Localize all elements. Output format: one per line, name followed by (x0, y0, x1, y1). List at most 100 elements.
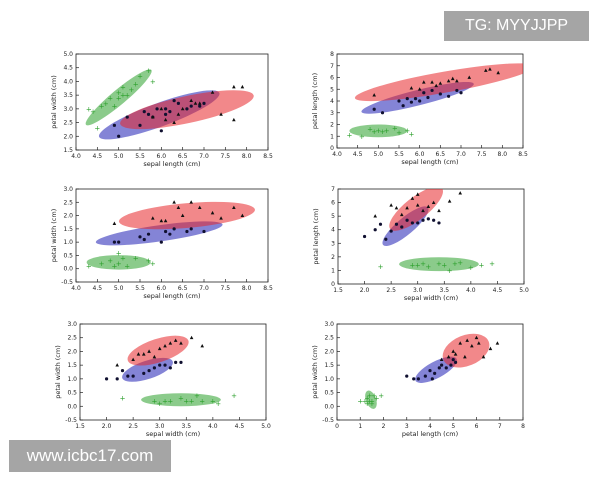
virginica-point (112, 221, 117, 225)
y-tick-label: 3.0 (67, 321, 77, 328)
x-tick-label: 7.0 (199, 153, 209, 160)
versicolor-point (455, 88, 459, 93)
versicolor-point (158, 363, 162, 367)
setosa-point: + (107, 94, 113, 102)
versicolor-point (176, 101, 180, 105)
x-tick-label: 4.0 (466, 287, 476, 294)
versicolor-point (428, 369, 432, 373)
versicolor-point (179, 360, 183, 364)
versicolor-point (146, 112, 151, 116)
versicolor-point (405, 218, 409, 222)
y-tick-label: 1.5 (67, 362, 77, 369)
virginica-point (496, 70, 500, 75)
versicolor-point (384, 237, 388, 241)
virginica-ellipse (389, 189, 443, 231)
setosa-point: + (150, 260, 156, 268)
x-tick-label: 6.0 (415, 151, 425, 158)
y-tick-label: 0.5 (67, 390, 77, 397)
x-tick-label: 6.5 (436, 151, 446, 158)
setosa-point: + (120, 83, 126, 91)
y-tick-label: 0.0 (67, 403, 77, 410)
y-tick-label: 2.0 (63, 213, 73, 220)
x-tick-label: 5.0 (519, 287, 529, 294)
x-tick-label: 2.5 (128, 423, 138, 430)
setosa-point: + (384, 127, 390, 135)
setosa-point: + (375, 127, 381, 135)
y-tick-label: 7 (331, 186, 335, 193)
y-tick-label: 4.0 (63, 78, 73, 85)
virginica-point (193, 101, 198, 105)
virginica-point (410, 196, 415, 200)
setosa-point: + (103, 100, 109, 108)
virginica-point (131, 357, 135, 362)
versicolor-point (400, 225, 404, 229)
virginica-point (447, 199, 452, 203)
versicolor-point (164, 229, 168, 234)
y-tick-label: 3.0 (63, 186, 73, 193)
virginica-point (180, 106, 185, 111)
setosa-point: + (404, 127, 410, 135)
y-tick-label: 3 (331, 240, 335, 247)
x-axis-label: sepal length (cm) (401, 158, 458, 166)
versicolor-point (126, 374, 130, 378)
virginica-point (409, 86, 414, 90)
y-axis-label: petal width (cm) (50, 209, 58, 263)
versicolor-point (120, 369, 125, 373)
setosa-ellipse (86, 255, 151, 270)
y-tick-label: 0 (331, 281, 335, 288)
virginica-point (189, 335, 194, 340)
setosa-point: + (359, 133, 365, 141)
versicolor-point (416, 221, 420, 225)
virginica-point (147, 349, 151, 353)
x-tick-label: 5.0 (114, 285, 124, 292)
setosa-point: + (99, 260, 105, 268)
versicolor-point (146, 232, 151, 236)
virginica-point (173, 338, 178, 342)
x-tick-label: 3.5 (182, 423, 192, 430)
x-tick-label: 8 (521, 423, 525, 430)
versicolor-point (416, 377, 420, 381)
y-tick-label: 5 (331, 213, 335, 220)
versicolor-point (112, 240, 116, 244)
virginica-point (151, 216, 155, 220)
versicolor-point (418, 99, 422, 103)
virginica-point (481, 354, 486, 359)
x-tick-label: 5.5 (135, 285, 145, 292)
virginica-point (168, 341, 173, 345)
versicolor-point (451, 358, 455, 362)
versicolor-point (459, 91, 463, 95)
virginica-point (463, 354, 467, 359)
setosa-point: + (124, 92, 130, 100)
virginica-point (455, 79, 459, 83)
virginica-point (488, 67, 492, 71)
y-tick-label: 3.5 (63, 92, 73, 99)
x-tick-label: 4.0 (208, 423, 218, 430)
virginica-point (240, 84, 245, 89)
x-tick-label: 7.5 (221, 153, 231, 160)
x-tick-label: 0 (335, 423, 339, 430)
versicolor-point (412, 377, 416, 381)
y-tick-label: 1.5 (324, 362, 334, 369)
versicolor-point (168, 232, 172, 236)
x-tick-label: 5.0 (114, 153, 124, 160)
x-tick-label: 5.5 (394, 151, 404, 158)
setosa-ellipse (85, 69, 152, 126)
setosa-point: + (167, 397, 173, 405)
x-tick-label: 8.0 (242, 285, 252, 292)
virginica-point (439, 357, 444, 362)
x-tick-label: 4 (428, 423, 432, 430)
setosa-point: + (408, 130, 414, 138)
setosa-point: + (215, 400, 221, 408)
x-tick-label: 4.5 (493, 287, 503, 294)
y-tick-label: 0.0 (324, 403, 334, 410)
virginica-point (180, 213, 185, 217)
versicolor-point (433, 371, 437, 375)
y-tick-label: 5.0 (63, 51, 73, 58)
x-tick-label: 7.5 (221, 285, 231, 292)
setosa-point: + (436, 260, 442, 268)
virginica-point (451, 349, 456, 353)
virginica-point (405, 206, 409, 210)
x-tick-label: 8.0 (498, 151, 508, 158)
setosa-point: + (378, 392, 384, 400)
versicolor-point (378, 222, 383, 226)
